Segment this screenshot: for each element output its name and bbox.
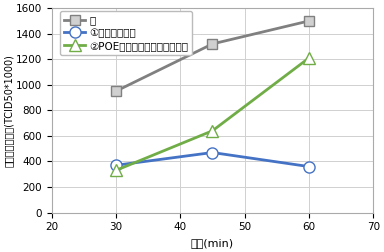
①石けん系成分 [210, 151, 215, 154]
X-axis label: 時間(min): 時間(min) [191, 238, 234, 248]
水 [210, 42, 215, 45]
水 [114, 90, 118, 93]
②POEラウリルエーテル硫酸塩 [306, 56, 311, 59]
Line: 水: 水 [111, 16, 314, 96]
Legend: 水, ①石けん系成分, ②POEラウリルエーテル硫酸塩: 水, ①石けん系成分, ②POEラウリルエーテル硫酸塩 [60, 11, 192, 55]
Line: ②POEラウリルエーテル硫酸塩: ②POEラウリルエーテル硫酸塩 [110, 52, 314, 176]
①石けん系成分 [114, 164, 118, 167]
Y-axis label: 残存ウイルス数(TCID50*1000): 残存ウイルス数(TCID50*1000) [4, 54, 14, 167]
①石けん系成分 [306, 165, 311, 168]
②POEラウリルエーテル硫酸塩 [114, 169, 118, 172]
水 [306, 19, 311, 22]
②POEラウリルエーテル硫酸塩 [210, 129, 215, 132]
Line: ①石けん系成分: ①石けん系成分 [110, 147, 314, 172]
